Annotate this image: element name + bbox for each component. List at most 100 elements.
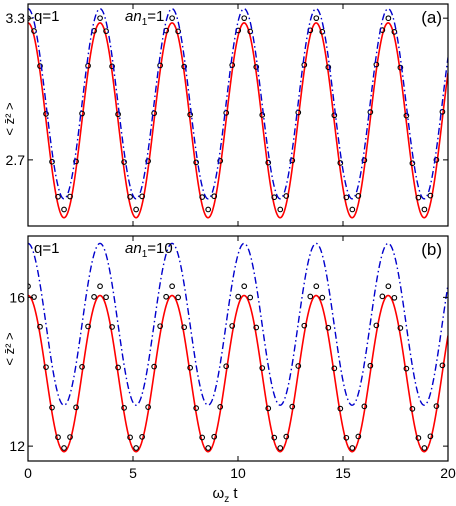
data-point — [319, 28, 326, 35]
data-point — [127, 434, 133, 441]
data-point — [97, 15, 103, 22]
data-point — [49, 158, 55, 165]
q-annotation: q=1 — [34, 8, 59, 25]
data-point — [61, 445, 67, 451]
data-point — [163, 293, 169, 300]
data-point — [355, 433, 362, 440]
data-point — [355, 192, 362, 199]
data-point — [79, 364, 85, 370]
data-point — [295, 363, 302, 369]
data-point — [229, 323, 236, 329]
data-point — [217, 157, 224, 164]
data-point — [97, 283, 103, 290]
data-point — [157, 62, 163, 69]
data-point — [403, 365, 410, 372]
data-point — [439, 362, 446, 369]
data-point — [151, 363, 157, 370]
data-point — [115, 364, 121, 371]
data-point — [43, 364, 49, 371]
data-point — [271, 434, 278, 441]
data-point — [85, 323, 91, 330]
data-point — [67, 193, 73, 200]
data-point — [211, 433, 218, 440]
data-point — [175, 294, 181, 301]
data-point — [187, 111, 194, 118]
data-point — [175, 28, 181, 35]
data-point — [277, 445, 284, 451]
x-axis-label: ωz t — [212, 485, 238, 505]
data-point — [397, 64, 404, 71]
data-point — [73, 158, 79, 165]
data-point — [67, 434, 73, 440]
series-line-solid — [28, 294, 448, 453]
data-point — [247, 294, 254, 301]
data-point — [103, 28, 109, 35]
data-point — [31, 28, 37, 34]
data-point — [319, 294, 326, 301]
data-point — [253, 324, 260, 331]
data-point — [289, 157, 296, 164]
data-point — [55, 434, 61, 441]
data-point — [331, 112, 338, 119]
data-point — [241, 15, 248, 22]
data-point — [301, 322, 308, 329]
data-point — [43, 111, 49, 117]
data-point — [115, 111, 121, 118]
x-tick-label: 20 — [440, 465, 456, 481]
series-line-dashdot — [28, 242, 448, 406]
data-point — [427, 433, 434, 440]
panel-a: 2.7 3.3 (a) q=1 an1=1 — [6, 3, 449, 227]
data-point — [397, 325, 404, 331]
data-point — [121, 405, 127, 411]
an-annotation: an1=1 — [125, 8, 164, 28]
data-point — [421, 445, 428, 451]
an-annotation: an1=10 — [125, 240, 173, 260]
y-tick-label: 12 — [9, 438, 25, 454]
data-point — [103, 294, 109, 301]
data-point — [337, 405, 344, 412]
data-point — [373, 322, 380, 329]
data-point — [169, 15, 175, 22]
data-point — [139, 193, 145, 200]
data-point — [73, 404, 79, 411]
x-tick-label: 15 — [335, 465, 351, 481]
data-point — [415, 435, 422, 441]
data-point — [373, 61, 380, 68]
data-point — [139, 434, 145, 440]
data-point — [205, 445, 212, 451]
data-point — [145, 158, 151, 164]
data-point — [325, 324, 332, 331]
data-point — [133, 445, 139, 451]
data-point — [193, 159, 200, 166]
data-point — [409, 160, 416, 167]
data-point — [277, 206, 284, 213]
data-point — [313, 283, 320, 290]
data-point — [283, 433, 290, 440]
data-point — [403, 112, 410, 119]
data-point — [199, 194, 206, 200]
data-point — [391, 29, 398, 35]
data-point — [331, 365, 338, 372]
data-point — [433, 157, 440, 163]
data-point — [121, 159, 127, 165]
y-tick-label: 16 — [9, 289, 25, 305]
data-point — [151, 110, 157, 117]
q-annotation: q=1 — [34, 240, 59, 257]
data-point — [415, 194, 422, 201]
data-point — [259, 112, 266, 118]
data-point — [367, 362, 374, 369]
data-point — [259, 365, 266, 371]
data-point — [247, 28, 254, 35]
x-tick-label: 0 — [24, 465, 32, 481]
data-point — [181, 324, 188, 331]
data-point — [343, 194, 350, 201]
y-tick-label: 3.3 — [6, 10, 26, 26]
data-point — [49, 404, 55, 411]
x-tick-label: 10 — [230, 465, 246, 481]
data-point — [271, 194, 278, 201]
data-point — [439, 108, 446, 115]
data-point — [391, 294, 398, 301]
data-point — [187, 364, 194, 371]
data-point — [55, 193, 61, 200]
data-point — [223, 363, 230, 370]
